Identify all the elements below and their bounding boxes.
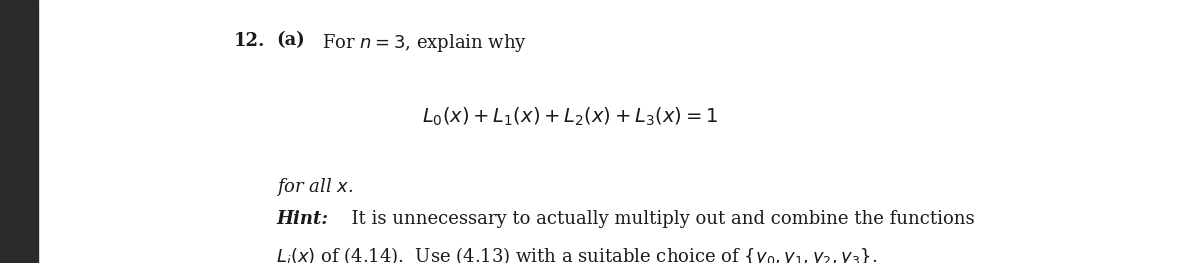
Text: (a): (a) [276, 32, 305, 49]
Text: It is unnecessary to actually multiply out and combine the functions: It is unnecessary to actually multiply o… [340, 210, 974, 228]
Text: for all $x$.: for all $x$. [276, 176, 354, 198]
Text: For $n = 3$, explain why: For $n = 3$, explain why [322, 32, 527, 54]
Text: $L_i(x)$ of (4.14).  Use (4.13) with a suitable choice of $\{y_0, y_1, y_2, y_3\: $L_i(x)$ of (4.14). Use (4.13) with a su… [276, 245, 877, 263]
Text: Hint:: Hint: [276, 210, 328, 228]
Text: $L_0(x) + L_1(x) + L_2(x) + L_3(x) = 1$: $L_0(x) + L_1(x) + L_2(x) + L_3(x) = 1$ [422, 105, 718, 128]
Text: 12.: 12. [234, 32, 265, 49]
